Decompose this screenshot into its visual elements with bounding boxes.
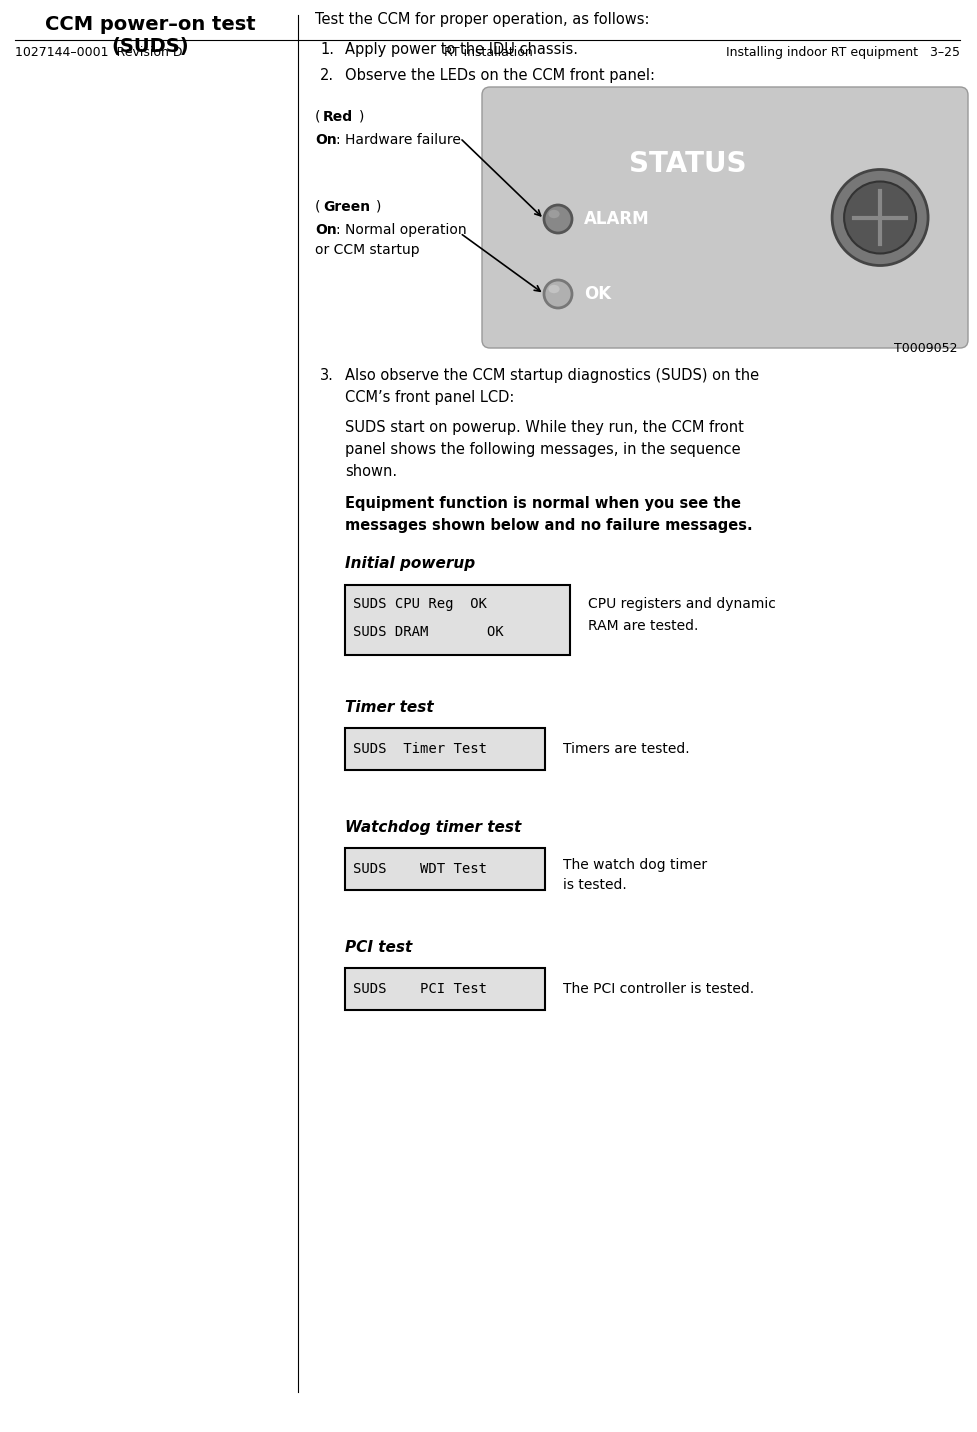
Ellipse shape <box>832 169 928 265</box>
FancyBboxPatch shape <box>345 848 545 891</box>
FancyBboxPatch shape <box>345 968 545 1010</box>
Text: Also observe the CCM startup diagnostics (SUDS) on the: Also observe the CCM startup diagnostics… <box>345 368 759 382</box>
Text: 1027144–0001  Revision D: 1027144–0001 Revision D <box>15 46 183 59</box>
Text: : Normal operation: : Normal operation <box>336 223 467 238</box>
Text: RT installation: RT installation <box>445 46 532 59</box>
Text: messages shown below and no failure messages.: messages shown below and no failure mess… <box>345 518 752 533</box>
Text: T0009052: T0009052 <box>895 342 958 355</box>
FancyBboxPatch shape <box>345 586 570 654</box>
Text: (: ( <box>315 200 320 213</box>
Text: Timers are tested.: Timers are tested. <box>563 742 690 756</box>
Text: Observe the LEDs on the CCM front panel:: Observe the LEDs on the CCM front panel: <box>345 67 655 83</box>
Text: SUDS DRAM       OK: SUDS DRAM OK <box>353 624 504 639</box>
Text: CCM power–on test
(SUDS): CCM power–on test (SUDS) <box>45 14 255 56</box>
Text: On: On <box>315 223 337 238</box>
Text: 1.: 1. <box>320 42 334 57</box>
Text: Red: Red <box>323 110 353 125</box>
Text: Test the CCM for proper operation, as follows:: Test the CCM for proper operation, as fo… <box>315 11 650 27</box>
Text: or CCM startup: or CCM startup <box>315 243 420 256</box>
Text: PCI test: PCI test <box>345 939 412 955</box>
Ellipse shape <box>544 205 572 233</box>
Text: ): ) <box>376 200 381 213</box>
Text: CPU registers and dynamic: CPU registers and dynamic <box>588 597 776 611</box>
Text: Watchdog timer test: Watchdog timer test <box>345 821 522 835</box>
Text: SUDS    PCI Test: SUDS PCI Test <box>353 982 487 997</box>
Text: The watch dog timer: The watch dog timer <box>563 858 707 872</box>
Ellipse shape <box>844 182 916 253</box>
Text: ALARM: ALARM <box>584 211 650 228</box>
Ellipse shape <box>548 285 560 294</box>
Text: Timer test: Timer test <box>345 700 434 715</box>
Text: panel shows the following messages, in the sequence: panel shows the following messages, in t… <box>345 442 741 457</box>
Text: ): ) <box>359 110 364 125</box>
Ellipse shape <box>544 281 572 308</box>
Text: SUDS start on powerup. While they run, the CCM front: SUDS start on powerup. While they run, t… <box>345 420 743 435</box>
FancyBboxPatch shape <box>482 87 968 348</box>
Text: Initial powerup: Initial powerup <box>345 556 475 571</box>
Text: 2.: 2. <box>320 67 334 83</box>
Text: SUDS    WDT Test: SUDS WDT Test <box>353 862 487 876</box>
Text: The PCI controller is tested.: The PCI controller is tested. <box>563 982 754 997</box>
Text: On: On <box>315 133 337 147</box>
Text: Apply power to the IDU chassis.: Apply power to the IDU chassis. <box>345 42 578 57</box>
Text: 3.: 3. <box>320 368 334 382</box>
Text: is tested.: is tested. <box>563 878 627 892</box>
FancyBboxPatch shape <box>345 727 545 770</box>
Ellipse shape <box>548 211 560 218</box>
Text: RAM are tested.: RAM are tested. <box>588 619 699 633</box>
Text: (: ( <box>315 110 320 125</box>
Text: SUDS  Timer Test: SUDS Timer Test <box>353 742 487 756</box>
Text: Equipment function is normal when you see the: Equipment function is normal when you se… <box>345 495 741 511</box>
Text: CCM’s front panel LCD:: CCM’s front panel LCD: <box>345 390 514 405</box>
Text: OK: OK <box>584 285 612 304</box>
Text: Installing indoor RT equipment   3–25: Installing indoor RT equipment 3–25 <box>726 46 960 59</box>
Text: shown.: shown. <box>345 464 397 478</box>
Text: : Hardware failure: : Hardware failure <box>336 133 461 147</box>
Text: SUDS CPU Reg  OK: SUDS CPU Reg OK <box>353 597 487 611</box>
Text: STATUS: STATUS <box>628 150 746 178</box>
Text: Green: Green <box>323 200 370 213</box>
